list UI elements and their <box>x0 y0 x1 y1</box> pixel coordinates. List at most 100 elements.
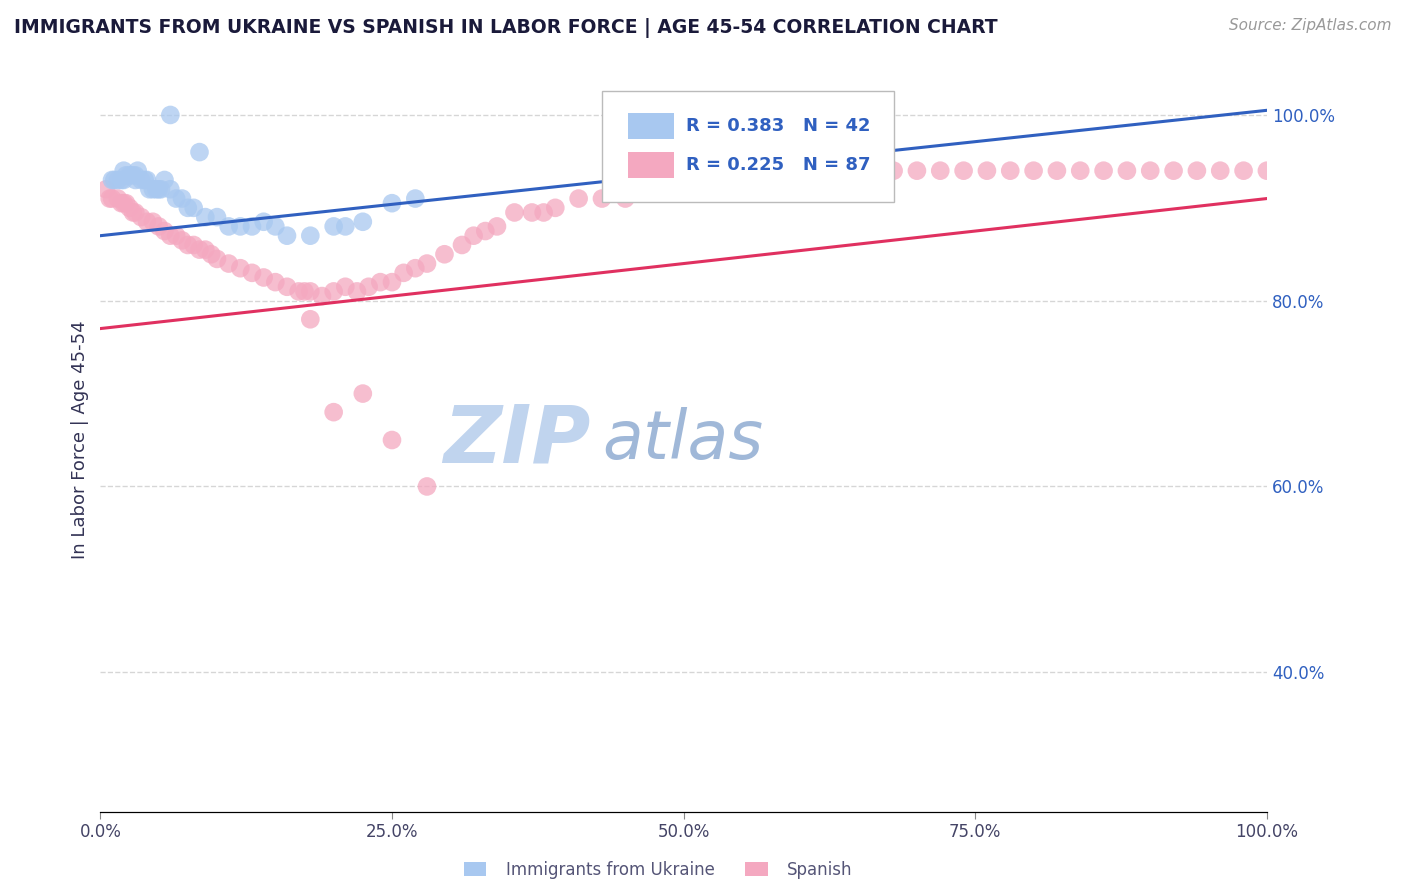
Text: R = 0.225   N = 87: R = 0.225 N = 87 <box>686 156 870 174</box>
Point <box>696 178 718 192</box>
Point <box>544 201 567 215</box>
Point <box>883 163 905 178</box>
Point <box>287 285 309 299</box>
Point <box>159 108 181 122</box>
Point <box>451 238 474 252</box>
Point <box>835 163 858 178</box>
Point <box>357 279 380 293</box>
Point <box>433 247 456 261</box>
Text: IMMIGRANTS FROM UKRAINE VS SPANISH IN LABOR FORCE | AGE 45-54 CORRELATION CHART: IMMIGRANTS FROM UKRAINE VS SPANISH IN LA… <box>14 18 998 37</box>
Point <box>218 256 240 270</box>
Point <box>322 285 344 299</box>
Point <box>929 163 952 178</box>
Point <box>194 243 217 257</box>
Point <box>122 205 145 219</box>
Point <box>905 163 928 178</box>
Point <box>859 163 882 178</box>
Point <box>148 182 170 196</box>
Point <box>381 275 404 289</box>
Point <box>200 247 222 261</box>
Point <box>253 215 276 229</box>
Point <box>1022 163 1045 178</box>
Point <box>416 479 439 493</box>
Point <box>122 169 145 183</box>
Point <box>101 192 124 206</box>
Point <box>404 261 426 276</box>
Point <box>142 182 165 196</box>
Point <box>952 163 974 178</box>
Point <box>110 173 132 187</box>
Point <box>112 173 135 187</box>
Point <box>533 205 555 219</box>
Point <box>1139 163 1161 178</box>
Point <box>159 228 181 243</box>
Point <box>205 210 228 224</box>
Point <box>138 182 160 196</box>
Point <box>1209 163 1232 178</box>
Point <box>485 219 508 234</box>
FancyBboxPatch shape <box>627 113 675 139</box>
Point <box>672 182 695 196</box>
Point <box>159 182 181 196</box>
Point <box>591 192 613 206</box>
Point <box>194 210 217 224</box>
Point <box>240 219 263 234</box>
Point <box>614 192 637 206</box>
Point <box>718 173 741 187</box>
Point <box>107 173 129 187</box>
Point <box>183 238 205 252</box>
Point <box>170 192 193 206</box>
Point <box>218 219 240 234</box>
Point <box>520 205 543 219</box>
Point <box>503 205 526 219</box>
Point <box>98 192 121 206</box>
Text: R = 0.383   N = 42: R = 0.383 N = 42 <box>686 118 870 136</box>
Point <box>299 312 322 326</box>
Point <box>1163 163 1185 178</box>
Point <box>124 169 146 183</box>
Point <box>165 192 187 206</box>
Point <box>129 173 152 187</box>
Point <box>742 169 765 183</box>
Point <box>188 243 211 257</box>
Point <box>129 210 152 224</box>
Point <box>650 182 672 196</box>
Point <box>153 173 176 187</box>
Point <box>112 196 135 211</box>
Point <box>474 224 496 238</box>
Point <box>142 215 165 229</box>
FancyBboxPatch shape <box>627 153 675 178</box>
Point <box>188 145 211 160</box>
Point <box>253 270 276 285</box>
FancyBboxPatch shape <box>602 91 894 202</box>
Point <box>205 252 228 266</box>
Text: ZIP: ZIP <box>443 401 591 479</box>
Point <box>115 169 138 183</box>
Point <box>148 219 170 234</box>
Point <box>568 192 591 206</box>
Point <box>145 182 167 196</box>
Point <box>352 215 374 229</box>
Point <box>136 173 159 187</box>
Point <box>392 266 415 280</box>
Point <box>1046 163 1069 178</box>
Point <box>240 266 263 280</box>
Point <box>107 192 129 206</box>
Point <box>118 169 141 183</box>
Point <box>368 275 391 289</box>
Text: Immigrants from Ukraine: Immigrants from Ukraine <box>506 861 716 879</box>
Point <box>134 173 156 187</box>
Text: atlas: atlas <box>602 407 763 473</box>
Point <box>264 219 287 234</box>
Point <box>124 173 146 187</box>
Point <box>789 169 811 183</box>
Point <box>404 192 426 206</box>
Point <box>124 205 146 219</box>
Point <box>1116 163 1139 178</box>
Point <box>766 173 789 187</box>
Point <box>110 196 132 211</box>
Point <box>335 279 357 293</box>
Point <box>118 201 141 215</box>
Point <box>299 285 322 299</box>
Point <box>381 433 404 447</box>
